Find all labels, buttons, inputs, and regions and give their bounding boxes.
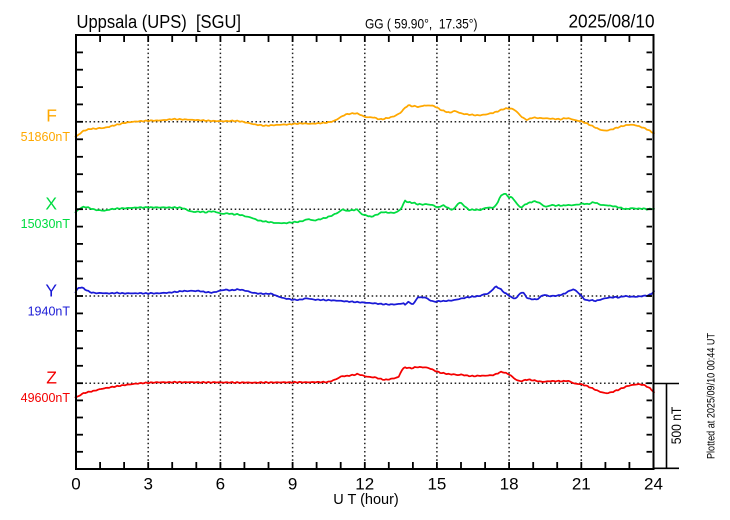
svg-text:U T (hour): U T (hour) (333, 492, 399, 508)
svg-text:2025/08/10: 2025/08/10 (569, 12, 655, 32)
svg-text:18: 18 (500, 475, 519, 494)
svg-text:X: X (45, 194, 57, 214)
svg-text:1940nT: 1940nT (28, 305, 71, 319)
svg-text:24: 24 (644, 475, 663, 494)
svg-text:Y: Y (45, 281, 57, 301)
svg-text:0: 0 (71, 475, 80, 494)
svg-text:12: 12 (355, 475, 374, 494)
svg-text:F: F (46, 105, 57, 125)
svg-text:500 nT: 500 nT (669, 407, 684, 445)
svg-text:49600nT: 49600nT (21, 391, 71, 405)
svg-text:15: 15 (427, 475, 446, 494)
svg-text:9: 9 (288, 475, 297, 494)
svg-text:6: 6 (216, 475, 225, 494)
svg-text:15030nT: 15030nT (21, 217, 71, 231)
svg-text:Uppsala (UPS) [SGU]: Uppsala (UPS) [SGU] (77, 12, 242, 32)
svg-text:3: 3 (143, 475, 152, 494)
svg-text:51860nT: 51860nT (21, 130, 71, 144)
svg-text:GG ( 59.90°, 17.35°): GG ( 59.90°, 17.35°) (365, 15, 478, 31)
svg-text:Plotted at 2025/09/10 00:44 UT: Plotted at 2025/09/10 00:44 UT (706, 333, 718, 459)
svg-text:21: 21 (572, 475, 591, 494)
svg-text:Z: Z (46, 367, 57, 387)
